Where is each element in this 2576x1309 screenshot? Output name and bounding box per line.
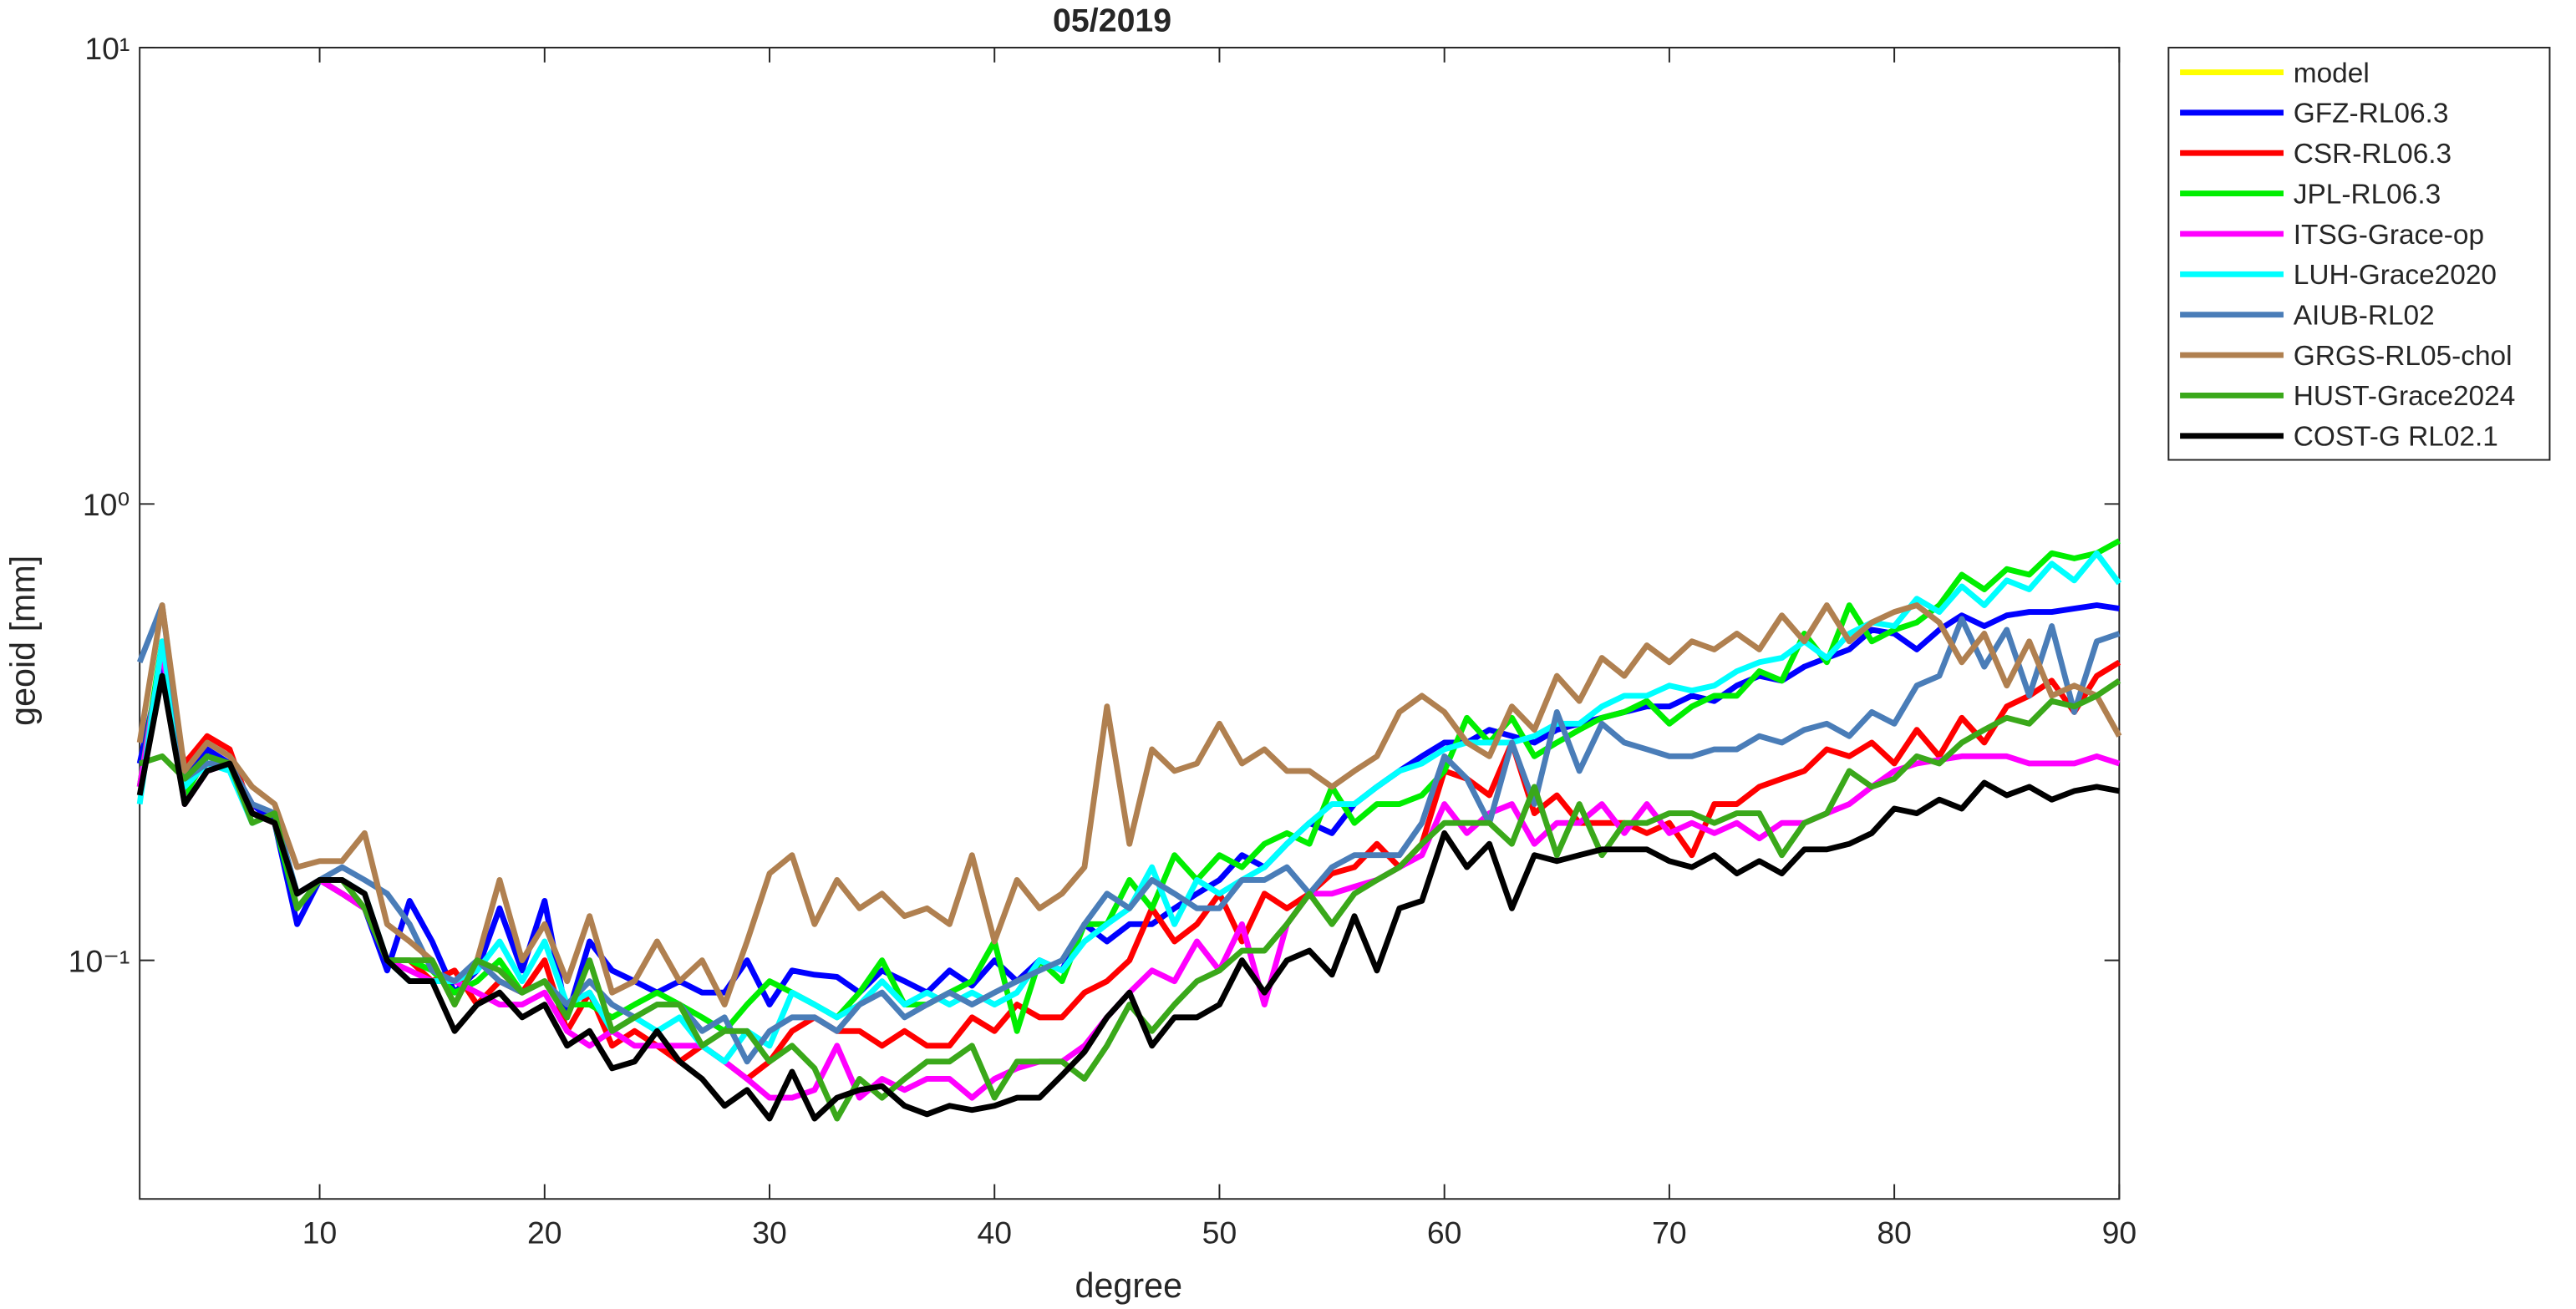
- series-line: [139, 678, 2121, 1122]
- x-tick-label: 80: [1877, 1215, 1912, 1250]
- x-tick-label: 20: [527, 1215, 562, 1250]
- x-tick-label: 90: [2102, 1215, 2137, 1250]
- x-tick-label: 40: [977, 1215, 1012, 1250]
- series-line: [136, 659, 2121, 1082]
- chart-title: 05/2019: [1053, 2, 1171, 38]
- series-line: [136, 538, 2121, 1034]
- x-tick-label: 50: [1202, 1215, 1237, 1250]
- x-axis-label: degree: [1075, 1266, 1183, 1305]
- y-tick-label: 10⁻¹: [69, 943, 130, 978]
- legend-label: COST-G RL02.1: [2294, 422, 2498, 453]
- x-tick-label: 30: [752, 1215, 787, 1250]
- legend-label: ITSG-Grace-op: [2294, 220, 2484, 251]
- legend-label: GFZ-RL06.3: [2294, 99, 2449, 129]
- legend: model GFZ-RL06.3 CSR-RL06.3 JPL-RL06.3 ITSG-…: [2167, 47, 2551, 461]
- legend-label: LUH-Grace2020: [2294, 260, 2497, 291]
- x-tick-label: 60: [1427, 1215, 1462, 1250]
- y-tick-label: 10¹: [84, 31, 130, 66]
- y-axis-label: geoid [mm]: [3, 556, 42, 726]
- y-tick-label: 10⁰: [83, 487, 130, 522]
- legend-label: CSR-RL06.3: [2294, 139, 2452, 170]
- x-tick-label: 70: [1652, 1215, 1687, 1250]
- legend-label: GRGS-RL05-chol: [2294, 341, 2512, 372]
- series-line: [136, 602, 2121, 1065]
- legend-box: [2167, 47, 2551, 461]
- x-tick-label: 10: [302, 1215, 338, 1250]
- plot-area: [139, 47, 2121, 1200]
- legend-label: AIUB-RL02: [2294, 301, 2435, 332]
- legend-label: HUST-Grace2024: [2294, 381, 2516, 412]
- legend-label: model: [2294, 58, 2370, 89]
- legend-label: JPL-RL06.3: [2294, 179, 2441, 210]
- series-line: [136, 672, 2120, 1122]
